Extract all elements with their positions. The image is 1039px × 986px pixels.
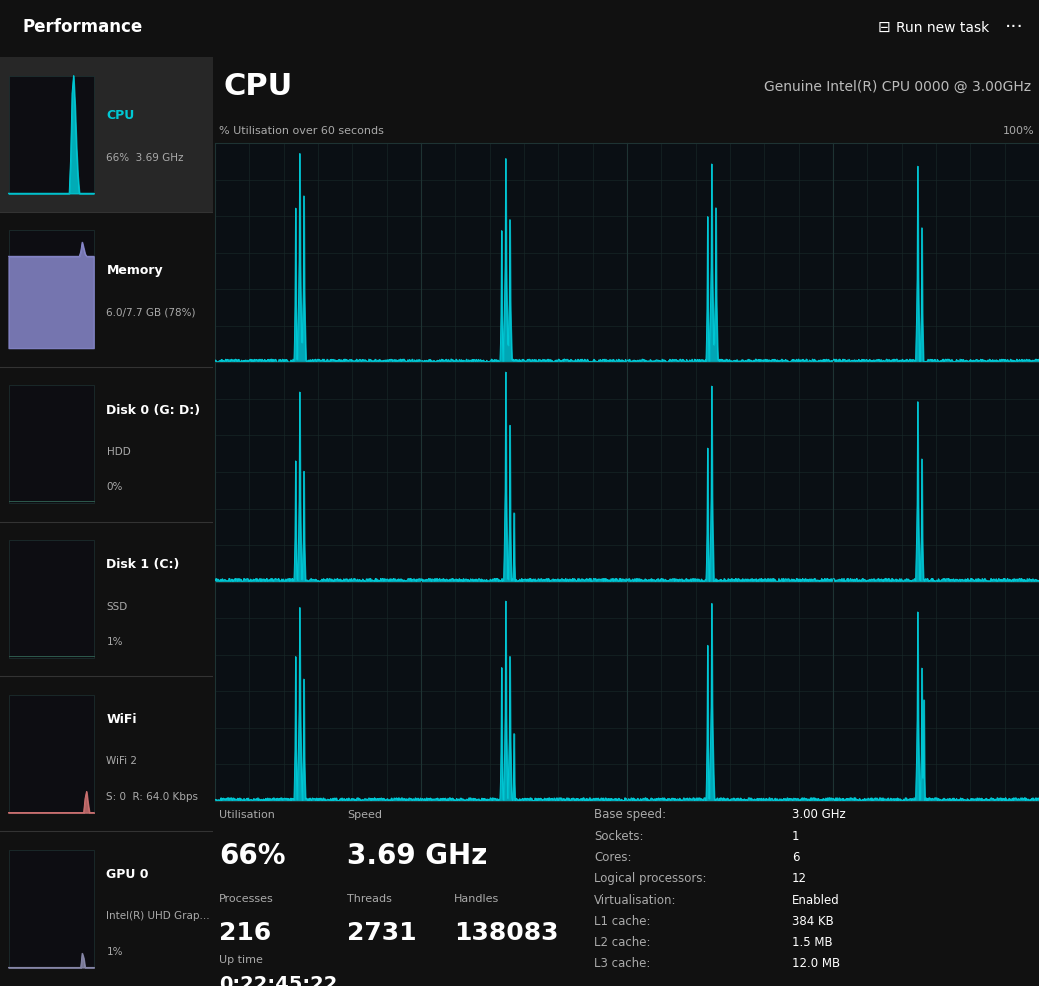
Text: HDD: HDD xyxy=(107,447,130,457)
Text: 3.69 GHz: 3.69 GHz xyxy=(347,842,487,870)
Text: 12.0 MB: 12.0 MB xyxy=(792,957,840,970)
Text: L1 cache:: L1 cache: xyxy=(594,915,650,928)
Text: 0:22:45:22: 0:22:45:22 xyxy=(219,975,338,986)
Text: WiFi: WiFi xyxy=(107,713,137,726)
Text: S: 0  R: 64.0 Kbps: S: 0 R: 64.0 Kbps xyxy=(107,792,198,802)
Text: L2 cache:: L2 cache: xyxy=(594,936,650,950)
Text: GPU 0: GPU 0 xyxy=(107,868,149,881)
Text: 100%: 100% xyxy=(1004,126,1035,136)
Bar xyxy=(8,540,94,658)
Text: L3 cache:: L3 cache: xyxy=(594,957,650,970)
Bar xyxy=(8,386,94,503)
Text: Genuine Intel(R) CPU 0000 @ 3.00GHz: Genuine Intel(R) CPU 0000 @ 3.00GHz xyxy=(764,80,1031,94)
Text: % Utilisation over 60 seconds: % Utilisation over 60 seconds xyxy=(219,126,384,136)
Text: 2731: 2731 xyxy=(347,921,417,946)
Text: CPU: CPU xyxy=(223,72,293,102)
Text: Threads: Threads xyxy=(347,893,392,903)
Text: Sockets:: Sockets: xyxy=(594,829,643,843)
Text: 1: 1 xyxy=(792,829,799,843)
Text: 384 KB: 384 KB xyxy=(792,915,833,928)
Text: Handles: Handles xyxy=(454,893,499,903)
Text: 138083: 138083 xyxy=(454,921,558,946)
Bar xyxy=(8,231,94,348)
Text: CPU: CPU xyxy=(107,109,135,122)
Bar xyxy=(8,850,94,967)
Text: Processes: Processes xyxy=(219,893,274,903)
Text: Memory: Memory xyxy=(107,264,163,277)
Text: Virtualisation:: Virtualisation: xyxy=(594,893,676,906)
Text: 0%: 0% xyxy=(107,482,123,492)
Text: Logical processors:: Logical processors: xyxy=(594,873,707,885)
Text: Base speed:: Base speed: xyxy=(594,809,666,821)
Text: WiFi 2: WiFi 2 xyxy=(107,756,137,766)
Text: Up time: Up time xyxy=(219,954,263,964)
Bar xyxy=(0,57,213,212)
Text: Intel(R) UHD Grap...: Intel(R) UHD Grap... xyxy=(107,911,210,921)
Text: Cores:: Cores: xyxy=(594,851,632,864)
Text: 1%: 1% xyxy=(107,947,123,957)
Text: 6.0/7.7 GB (78%): 6.0/7.7 GB (78%) xyxy=(107,308,196,317)
Text: ···: ··· xyxy=(1005,18,1023,37)
Text: Performance: Performance xyxy=(23,19,143,36)
Text: Run new task: Run new task xyxy=(896,21,989,35)
Text: Enabled: Enabled xyxy=(792,893,840,906)
Bar xyxy=(8,695,94,812)
Text: 3.00 GHz: 3.00 GHz xyxy=(792,809,846,821)
Text: 12: 12 xyxy=(792,873,807,885)
Text: 66%: 66% xyxy=(219,842,286,870)
Text: ⊟: ⊟ xyxy=(878,20,890,35)
Text: SSD: SSD xyxy=(107,601,128,611)
Text: Disk 1 (C:): Disk 1 (C:) xyxy=(107,558,180,571)
Text: 1%: 1% xyxy=(107,637,123,647)
Text: 216: 216 xyxy=(219,921,271,946)
Text: 66%  3.69 GHz: 66% 3.69 GHz xyxy=(107,153,184,163)
Text: 6: 6 xyxy=(792,851,799,864)
Bar xyxy=(8,76,94,193)
Text: Utilisation: Utilisation xyxy=(219,810,275,820)
Text: Speed: Speed xyxy=(347,810,382,820)
Text: 1.5 MB: 1.5 MB xyxy=(792,936,832,950)
Text: Disk 0 (G: D:): Disk 0 (G: D:) xyxy=(107,403,201,416)
